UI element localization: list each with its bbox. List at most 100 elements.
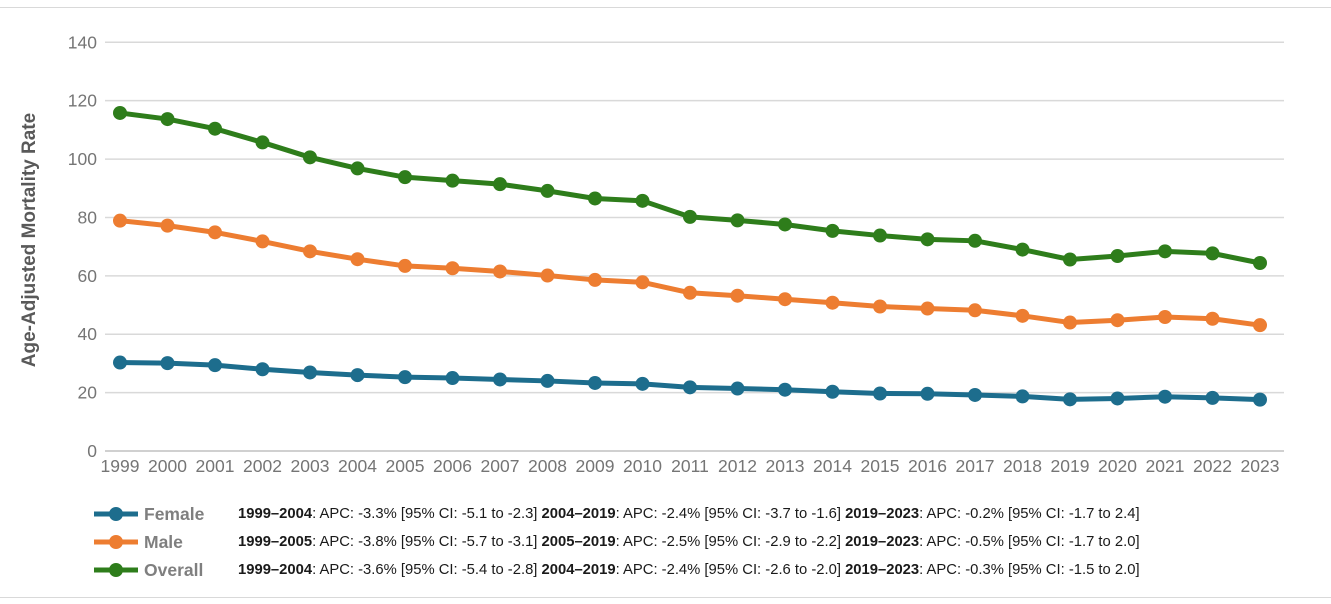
overall-data-point	[968, 233, 982, 248]
female-data-point	[445, 371, 460, 386]
x-tick-label: 2007	[481, 456, 520, 476]
male-series-line	[117, 218, 1263, 328]
male-data-point	[160, 218, 175, 233]
x-tick-label: 2005	[386, 456, 425, 476]
overall-series-swatch	[94, 563, 138, 577]
x-tick-label: 2015	[861, 456, 900, 476]
y-tick-label: 100	[68, 149, 97, 169]
male-data-point	[683, 285, 697, 300]
overall-data-point	[493, 177, 507, 192]
x-tick-label: 2019	[1051, 456, 1090, 476]
overall-data-point	[683, 209, 697, 224]
legend-series-name: Overall	[144, 559, 204, 580]
apc-stats-text: 1999–2004: APC: -3.6% [95% CI: -5.4 to -…	[238, 562, 1140, 578]
overall-data-point	[825, 223, 840, 238]
x-tick-label: 2014	[813, 456, 852, 476]
overall-data-point	[445, 173, 460, 188]
male-data-point	[113, 213, 127, 228]
overall-data-point	[160, 112, 175, 127]
male-data-point	[398, 258, 412, 273]
y-tick-label: 120	[68, 91, 97, 111]
female-data-point	[873, 386, 887, 401]
x-tick-label: 2023	[1241, 456, 1280, 476]
female-data-point	[778, 382, 792, 397]
y-tick-label: 140	[68, 32, 97, 52]
x-tick-label: 2016	[908, 456, 947, 476]
female-data-point	[255, 362, 270, 377]
female-data-point	[1205, 390, 1220, 405]
overall-series-line	[117, 110, 1263, 266]
female-data-point	[920, 386, 935, 401]
overall-data-point	[1205, 246, 1220, 261]
female-data-point	[968, 387, 982, 402]
figure-bottom-border	[0, 597, 1331, 598]
female-data-point	[825, 384, 840, 399]
male-data-point	[1015, 308, 1030, 323]
chart-canvas: 0 20 40 60 80 100 120 140 1999 2000 2001 2002 2003 20…	[68, 32, 1284, 476]
legend-row-male: Male 1999–2005: APC: -3.8% [95% CI: -5.7 …	[93, 530, 1140, 554]
female-data-point	[730, 381, 745, 396]
overall-data-point	[113, 105, 127, 120]
female-data-point	[1063, 392, 1077, 407]
male-data-point	[208, 225, 222, 240]
female-data-point	[160, 356, 175, 371]
female-data-point	[208, 358, 222, 373]
overall-data-point	[540, 183, 555, 198]
overall-data-point	[730, 213, 745, 228]
overall-data-point	[1063, 252, 1077, 267]
male-data-point	[778, 292, 792, 307]
x-tick-label: 2022	[1193, 456, 1232, 476]
apc-stats-text: 1999–2005: APC: -3.8% [95% CI: -5.7 to -…	[238, 534, 1140, 550]
overall-data-point	[778, 217, 792, 232]
male-data-point	[1063, 315, 1077, 330]
apc-stats-text: 1999–2004: APC: -3.3% [95% CI: -5.1 to -…	[238, 506, 1140, 522]
x-tick-label: 2009	[576, 456, 615, 476]
female-series-swatch	[94, 507, 138, 521]
female-data-point	[1158, 389, 1172, 404]
male-data-point	[445, 261, 460, 276]
female-data-point	[398, 370, 412, 385]
x-tick-label: 1999	[101, 456, 140, 476]
male-data-point	[730, 288, 745, 303]
y-tick-label: 60	[78, 266, 98, 286]
female-data-point	[350, 368, 365, 383]
overall-data-point	[1158, 244, 1172, 259]
legend-row-female: Female 1999–2004: APC: -3.3% [95% CI: -5.…	[93, 502, 1140, 526]
x-tick-label: 2013	[766, 456, 805, 476]
female-data-point	[493, 372, 507, 387]
legend-series-name: Female	[144, 503, 205, 524]
male-data-point	[968, 303, 982, 318]
male-data-point	[1158, 310, 1172, 325]
female-data-point	[683, 380, 697, 395]
male-series-swatch	[94, 535, 138, 549]
overall-data-point	[588, 191, 602, 206]
male-data-point	[588, 272, 602, 287]
male-data-point	[635, 275, 650, 290]
male-data-point	[540, 268, 555, 283]
overall-data-point	[350, 161, 365, 176]
female-data-point	[1015, 389, 1030, 404]
x-tick-label: 2001	[196, 456, 235, 476]
x-tick-label: 2018	[1003, 456, 1042, 476]
x-tick-label: 2008	[528, 456, 567, 476]
male-data-point	[493, 264, 507, 279]
x-tick-label: 2006	[433, 456, 472, 476]
female-data-point	[540, 373, 555, 388]
legend-series-name: Male	[144, 531, 183, 552]
male-data-point	[255, 234, 270, 249]
x-tick-label: 2002	[243, 456, 282, 476]
female-data-point	[1110, 391, 1125, 406]
x-tick-label: 2021	[1146, 456, 1185, 476]
male-data-point	[1110, 313, 1125, 328]
x-tick-label: 2012	[718, 456, 757, 476]
male-data-point	[1253, 318, 1267, 333]
overall-data-point	[208, 121, 222, 136]
x-tick-label: 2010	[623, 456, 662, 476]
x-tick-label: 2000	[148, 456, 187, 476]
female-data-point	[113, 355, 127, 370]
overall-data-point	[303, 150, 317, 165]
x-tick-label: 2020	[1098, 456, 1137, 476]
figure-top-border	[0, 7, 1331, 8]
male-data-point	[825, 295, 840, 310]
y-tick-label: 40	[78, 324, 98, 344]
